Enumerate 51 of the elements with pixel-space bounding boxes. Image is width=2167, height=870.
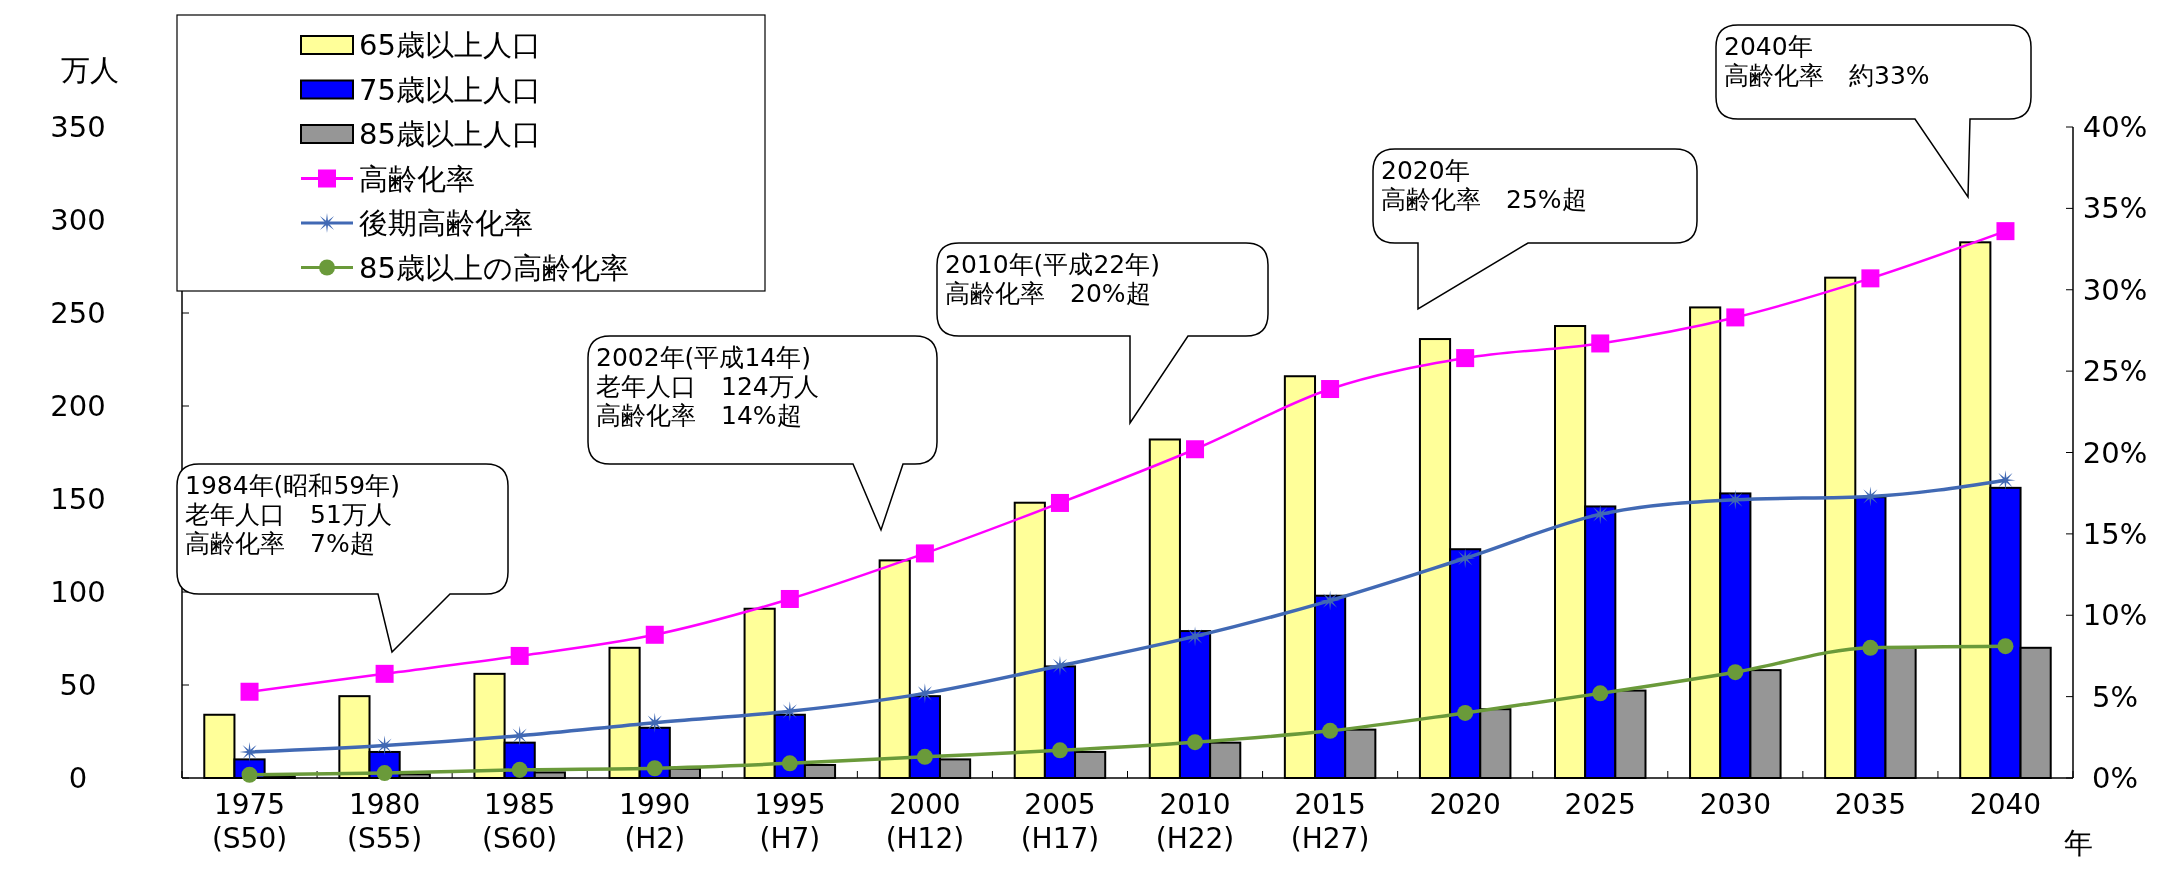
x-tick-label: 2040 (1969, 788, 2042, 821)
annotation: 高齢化率 14%超 (596, 401, 802, 430)
y2-tick-label: 15% (2082, 516, 2148, 551)
x-tick-label: 2020 (1429, 788, 1501, 821)
y-tick-label: 0 (68, 761, 88, 795)
legend-label: 85歳以上人口 (359, 117, 541, 151)
annotation: 2020年 (1381, 156, 1470, 185)
y2-tick-label: 20% (2082, 435, 2148, 470)
y2-tick-label: 0% (2091, 761, 2139, 795)
y2-tick-label: 5% (2091, 679, 2139, 714)
x-tick-label: 2000 (H12) (885, 788, 965, 855)
x-tick-label: 1980 (S55) (346, 788, 423, 855)
x-tick-label: 1990 (H2) (619, 788, 691, 855)
legend-label: 高齢化率 (359, 161, 475, 196)
x-tick-label: 2035 (1834, 788, 1907, 821)
x-tick-label: 1985 (S60) (482, 788, 558, 855)
y-tick-label: 50 (59, 668, 97, 702)
x-tick-label: 2030 (1699, 788, 1771, 821)
y2-tick-label: 35% (2082, 191, 2148, 226)
x-tick-label: 2025 (1564, 788, 1636, 821)
x-tick-label: 2010 (H22) (1155, 788, 1235, 855)
legend-label: 75歳以上人口 (359, 72, 541, 107)
legend-label: 85歳以上の高齢化率 (359, 250, 629, 285)
legend-label: 65歳以上人口 (359, 28, 541, 62)
y-axis-title: 万人 (61, 53, 119, 87)
y-tick-label: 200 (50, 389, 106, 423)
y-tick-label: 150 (50, 482, 106, 516)
legend-label: 後期高齢化率 (359, 206, 533, 240)
x-tick-label: 2005 (H17) (1020, 788, 1100, 855)
y-tick-label: 350 (50, 110, 106, 144)
x-tick-label: 2015 (H27) (1290, 788, 1370, 855)
annotation: 高齢化率 20%超 (945, 279, 1151, 308)
annotation: 老年人口 124万人 (596, 372, 819, 401)
x-tick-label: 1995 (H7) (754, 788, 826, 855)
annotation: 2010年(平成22年) (945, 250, 1160, 279)
x-tick-label: 1975 (S50) (211, 788, 288, 855)
text: 2040年 (1724, 32, 1813, 61)
y2-tick-label: 40% (2082, 110, 2148, 144)
annotation: 2002年(平成14年) (596, 343, 811, 372)
x-axis-title: 年 (2063, 826, 2093, 860)
y-tick-label: 250 (50, 296, 106, 330)
annotation: 老年人口 51万人 (185, 500, 392, 529)
y-tick-label: 300 (50, 203, 106, 237)
annotation: 高齢化率 7%超 (185, 529, 375, 558)
annotation: 高齢化率 25%超 (1381, 185, 1587, 214)
y2-tick-label: 30% (2082, 272, 2148, 307)
y-tick-label: 100 (50, 575, 106, 609)
annotation: 1984年(昭和59年) (185, 471, 400, 500)
y2-tick-label: 25% (2082, 354, 2148, 389)
text: 高齢化率 約33% (1724, 61, 1930, 90)
y2-tick-label: 10% (2082, 598, 2148, 633)
